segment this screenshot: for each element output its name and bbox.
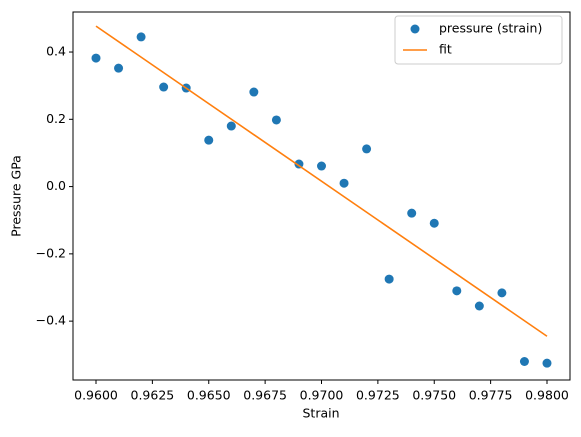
- scatter-point: [136, 32, 146, 42]
- x-tick-label: 0.9725: [356, 388, 400, 403]
- x-tick-label: 0.9750: [412, 388, 456, 403]
- legend-box: [394, 15, 563, 65]
- y-tick-label: −0.2: [36, 245, 66, 260]
- scatter-point: [339, 178, 349, 188]
- scatter-point: [362, 144, 372, 154]
- scatter-point: [474, 301, 484, 311]
- x-axis-label: Strain: [302, 406, 339, 421]
- y-tick-label: 0.4: [46, 44, 66, 59]
- legend-marker: [410, 24, 420, 34]
- x-tick-label: 0.9675: [243, 388, 287, 403]
- scatter-point: [384, 274, 394, 284]
- x-tick-label: 0.9700: [300, 388, 344, 403]
- y-axis-label: Pressure GPa: [9, 155, 24, 237]
- y-tick-label: −0.4: [36, 313, 66, 328]
- scatter-point: [429, 218, 439, 228]
- y-tick-label: 0.0: [46, 178, 66, 193]
- scatter-point: [497, 288, 507, 298]
- scatter-point: [249, 87, 259, 97]
- x-tick-label: 0.9625: [131, 388, 175, 403]
- scatter-point: [271, 115, 281, 125]
- x-tick-label: 0.9600: [74, 388, 118, 403]
- y-tick-label: 0.2: [46, 111, 66, 126]
- legend-label: fit: [439, 42, 452, 57]
- scatter-point: [91, 53, 101, 63]
- scatter-point: [204, 135, 214, 145]
- legend-label: pressure (strain): [439, 21, 542, 36]
- fit-line: [95, 25, 548, 337]
- scatter-point: [519, 356, 529, 366]
- plot-frame: [72, 11, 571, 381]
- x-tick-label: 0.9775: [469, 388, 513, 403]
- scatter-point: [159, 82, 169, 92]
- scatter-point: [542, 358, 552, 368]
- scatter-point: [317, 161, 326, 171]
- scatter-point: [114, 63, 124, 73]
- x-tick-label: 0.9650: [187, 388, 231, 403]
- x-tick-label: 0.9800: [525, 388, 569, 403]
- scatter-point: [452, 286, 462, 296]
- scatter-point: [407, 208, 417, 218]
- scatter-point: [226, 121, 236, 131]
